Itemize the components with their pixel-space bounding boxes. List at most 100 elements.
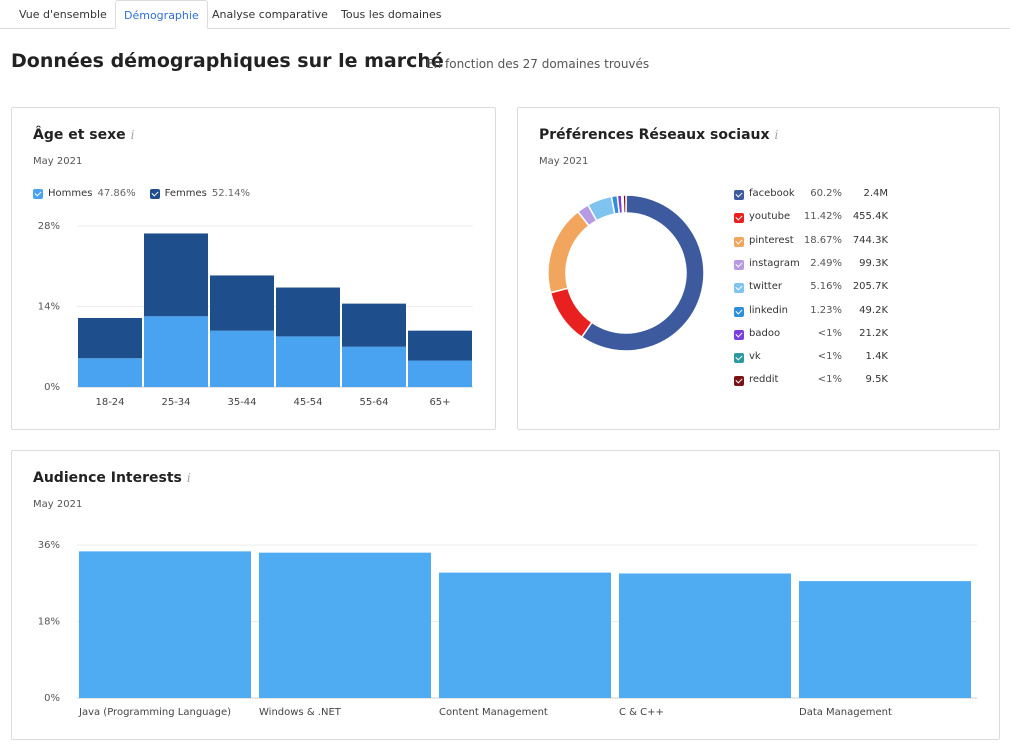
social-count: 49.2K [859,304,888,316]
social-count: 205.7K [852,281,888,293]
bar-femmes [210,275,274,331]
info-icon[interactable]: i [130,128,135,142]
social-pct: 18.67% [803,234,842,246]
checkbox-icon[interactable] [734,213,744,224]
bar-hommes [276,336,340,387]
page-subtitle: En fonction des 27 domaines trouvés [426,57,650,71]
card-title: Audience Interests i [33,470,191,486]
social-count: 2.4M [863,188,888,199]
social-row-pinterest[interactable]: pinterest 18.67% 744.3K [734,235,914,249]
bar-hommes [144,316,208,387]
social-pct: <1% [817,351,842,363]
social-count: 744.3K [852,234,888,246]
social-row-facebook[interactable]: facebook 60.2% 2.4M [734,188,914,202]
checkbox-icon[interactable] [734,353,744,364]
social-row-twitter[interactable]: twitter 5.16% 205.7K [734,281,914,295]
bar-femmes [408,330,472,361]
legend-label: Hommes [48,188,93,199]
age-sex-legend: Hommes 47.86% Femmes 52.14% [33,188,250,199]
social-donut-chart [547,194,705,352]
social-row-youtube[interactable]: youtube 11.42% 455.4K [734,211,914,225]
social-title: Préférences Réseaux sociaux [539,127,770,143]
tab-all-domains[interactable]: Tous les domaines [341,8,442,21]
social-pct: <1% [817,374,842,386]
x-tick-label: Data Management [799,707,892,718]
x-tick-label: 35-44 [227,397,256,408]
y-tick-label: 14% [38,302,60,313]
legend-label: Femmes [164,188,207,199]
interest-bar [799,581,971,698]
social-count: 1.4K [865,351,888,363]
bar-hommes [408,360,472,387]
bar-hommes [210,330,274,387]
social-count: 9.5K [865,374,888,386]
card-title: Âge et sexe i [33,127,134,143]
social-pct: 5.16% [810,281,842,293]
social-row-linkedin[interactable]: linkedin 1.23% 49.2K [734,305,914,319]
tab-comparative-analysis[interactable]: Analyse comparative [212,8,328,21]
y-tick-label: 28% [38,221,60,232]
page-title: Données démographiques sur le marché [11,50,444,72]
checkbox-icon[interactable] [734,236,744,247]
age-sex-card: Âge et sexe i May 2021 Hommes 47.86% Femm… [11,107,496,430]
tab-overview[interactable]: Vue d'ensemble [19,8,107,21]
social-name: linkedin [749,304,788,316]
social-pct: 60.2% [810,188,842,199]
card-date: May 2021 [33,499,83,510]
checkbox-icon[interactable] [734,329,744,340]
social-pct: <1% [817,327,842,339]
social-name: youtube [749,211,791,223]
x-tick-label: 18-24 [95,397,124,408]
card-title: Préférences Réseaux sociaux i [539,127,778,143]
social-count: 99.3K [859,257,888,269]
social-name: reddit [749,374,779,386]
x-tick-label: Windows & .NET [259,707,342,718]
interests-chart: 0% 18% 36% Java (Programming Language) Windo… [38,540,977,718]
bar-femmes [276,287,340,337]
checkbox-icon[interactable] [734,376,744,387]
checkbox-icon[interactable] [734,190,744,200]
tab-demographics[interactable]: Démographie [115,0,208,29]
tab-bar: Vue d'ensemble Démographie Analyse compa… [0,0,1010,29]
interest-bar [439,572,611,698]
social-pct: 11.42% [803,211,842,223]
social-row-reddit[interactable]: reddit <1% 9.5K [734,374,914,388]
social-name: badoo [749,327,781,339]
card-date: May 2021 [539,156,589,167]
legend-item-hommes[interactable]: Hommes 47.86% [33,188,136,199]
social-row-instagram[interactable]: instagram 2.49% 99.3K [734,258,914,272]
x-tick-label: 55-64 [359,397,388,408]
interest-bar [79,551,251,698]
checkbox-icon[interactable] [734,283,744,294]
x-tick-label: 45-54 [293,397,322,408]
bar-femmes [144,233,208,317]
legend-pct: 52.14% [211,188,250,199]
social-name: vk [749,351,761,363]
social-pct: 1.23% [810,304,842,316]
social-name: pinterest [749,234,794,246]
x-tick-label: 25-34 [161,397,190,408]
x-tick-label: C & C++ [619,707,664,718]
checkbox-icon[interactable] [734,259,744,270]
age-sex-chart: 0% 14% 28% 18-24 25-34 35-44 45-54 55-64 65+ [38,221,473,408]
checkbox-icon[interactable] [149,188,160,199]
checkbox-icon[interactable] [734,306,744,317]
info-icon[interactable]: i [774,128,779,142]
bar-hommes [342,346,406,387]
interest-bar [619,573,791,698]
donut-slice-youtube [549,287,593,339]
social-row-badoo[interactable]: badoo <1% 21.2K [734,328,914,342]
donut-slice-reddit [622,194,627,214]
donut-slice-facebook [580,194,705,352]
bar-femmes [78,318,142,359]
legend-item-femmes[interactable]: Femmes 52.14% [149,188,250,199]
checkbox-icon[interactable] [33,188,43,199]
info-icon[interactable]: i [186,471,191,485]
social-row-vk[interactable]: vk <1% 1.4K [734,351,914,365]
age-sex-title: Âge et sexe [33,127,126,143]
donut-slice-pinterest [547,210,591,294]
x-tick-label: 65+ [429,397,450,408]
social-name: instagram [749,257,800,269]
social-card: Préférences Réseaux sociaux i May 2021 fa… [517,107,1000,430]
interest-bar [259,552,431,698]
